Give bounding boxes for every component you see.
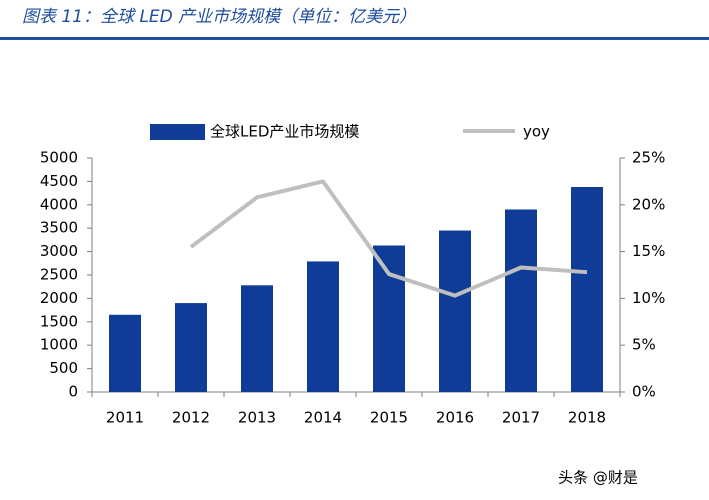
- y-tick-label: 5000: [40, 149, 78, 167]
- y-tick-label: 500: [49, 359, 78, 377]
- y2-tick-label: 20%: [632, 195, 665, 213]
- x-tick-label: 2016: [436, 409, 474, 427]
- y-tick-label: 0: [68, 383, 78, 401]
- bar: [373, 245, 405, 392]
- y2-tick-label: 15%: [632, 242, 665, 260]
- bar: [307, 261, 339, 392]
- y2-tick-label: 10%: [632, 289, 665, 307]
- y-tick-label: 3000: [40, 242, 78, 260]
- y-tick-label: 2000: [40, 289, 78, 307]
- legend-swatch: [150, 124, 205, 140]
- y-tick-label: 1500: [40, 312, 78, 330]
- y2-tick-label: 25%: [632, 149, 665, 167]
- y2-tick-label: 5%: [632, 336, 656, 354]
- bar: [505, 209, 537, 392]
- y2-tick-label: 0%: [632, 383, 656, 401]
- legend-label: 全球LED产业市场规模: [210, 123, 359, 141]
- bar: [175, 303, 207, 392]
- bar: [439, 230, 471, 392]
- x-tick-label: 2017: [502, 409, 540, 427]
- legend-label: yoy: [523, 123, 550, 141]
- bar: [241, 285, 273, 392]
- x-tick-label: 2014: [304, 409, 342, 427]
- y-tick-label: 2500: [40, 266, 78, 284]
- chart-title: 图表 11：全球 LED 产业市场规模（单位：亿美元）: [22, 7, 416, 27]
- y-tick-label: 4500: [40, 172, 78, 190]
- x-tick-label: 2018: [568, 409, 606, 427]
- bar: [109, 314, 141, 392]
- title-rule: [0, 37, 709, 40]
- watermark: 头条 @财是: [558, 469, 638, 487]
- x-tick-label: 2015: [370, 409, 408, 427]
- y-tick-label: 4000: [40, 195, 78, 213]
- bar: [571, 187, 603, 392]
- x-tick-label: 2012: [172, 409, 210, 427]
- x-tick-label: 2011: [106, 409, 144, 427]
- y-tick-label: 3500: [40, 219, 78, 237]
- x-tick-label: 2013: [238, 409, 276, 427]
- yoy-line: [189, 179, 588, 298]
- y-tick-label: 1000: [40, 336, 78, 354]
